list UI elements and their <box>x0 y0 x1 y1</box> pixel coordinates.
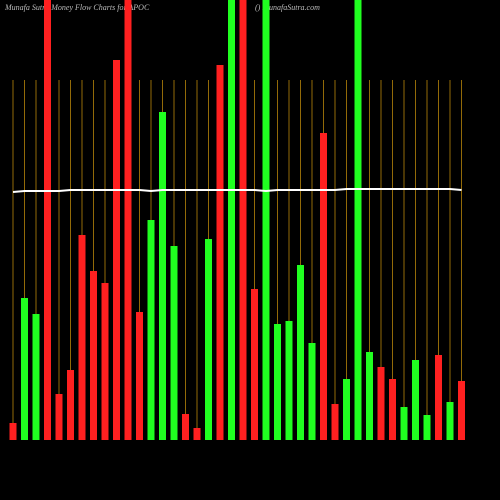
bar <box>251 289 258 440</box>
bar <box>90 271 97 440</box>
bar <box>389 379 396 440</box>
bar <box>67 370 74 440</box>
bar <box>113 60 120 440</box>
money-flow-line <box>12 188 462 193</box>
bar <box>124 0 132 440</box>
bar <box>136 312 143 440</box>
bar <box>331 404 339 440</box>
bar <box>274 324 281 440</box>
chart-title: Munafa Sutra Money Flow Charts for APOC <box>4 3 150 12</box>
bar <box>216 65 224 440</box>
bar <box>400 407 408 440</box>
bar <box>239 0 247 440</box>
bar <box>412 360 419 440</box>
bar <box>297 265 304 440</box>
bar <box>308 343 316 440</box>
bar <box>101 283 109 440</box>
bar <box>458 381 465 440</box>
bar <box>55 394 63 440</box>
bar <box>193 428 201 440</box>
bar <box>170 246 178 440</box>
bar <box>78 235 86 440</box>
bar <box>435 355 442 440</box>
bar <box>32 314 40 440</box>
bar <box>366 352 373 440</box>
bar <box>228 0 235 440</box>
bar <box>147 220 155 440</box>
bar <box>285 321 293 440</box>
bar <box>320 133 327 440</box>
bar <box>205 239 212 440</box>
bar <box>262 0 270 440</box>
bar <box>182 414 189 440</box>
bar <box>21 298 28 440</box>
bar <box>159 112 166 440</box>
bar <box>343 379 350 440</box>
bar <box>354 0 362 440</box>
bar <box>44 0 51 440</box>
bar <box>9 423 17 440</box>
bar <box>377 367 385 440</box>
bar <box>423 415 431 440</box>
chart-subtitle: () MunafaSutra.com <box>255 3 320 12</box>
bar <box>446 402 454 440</box>
